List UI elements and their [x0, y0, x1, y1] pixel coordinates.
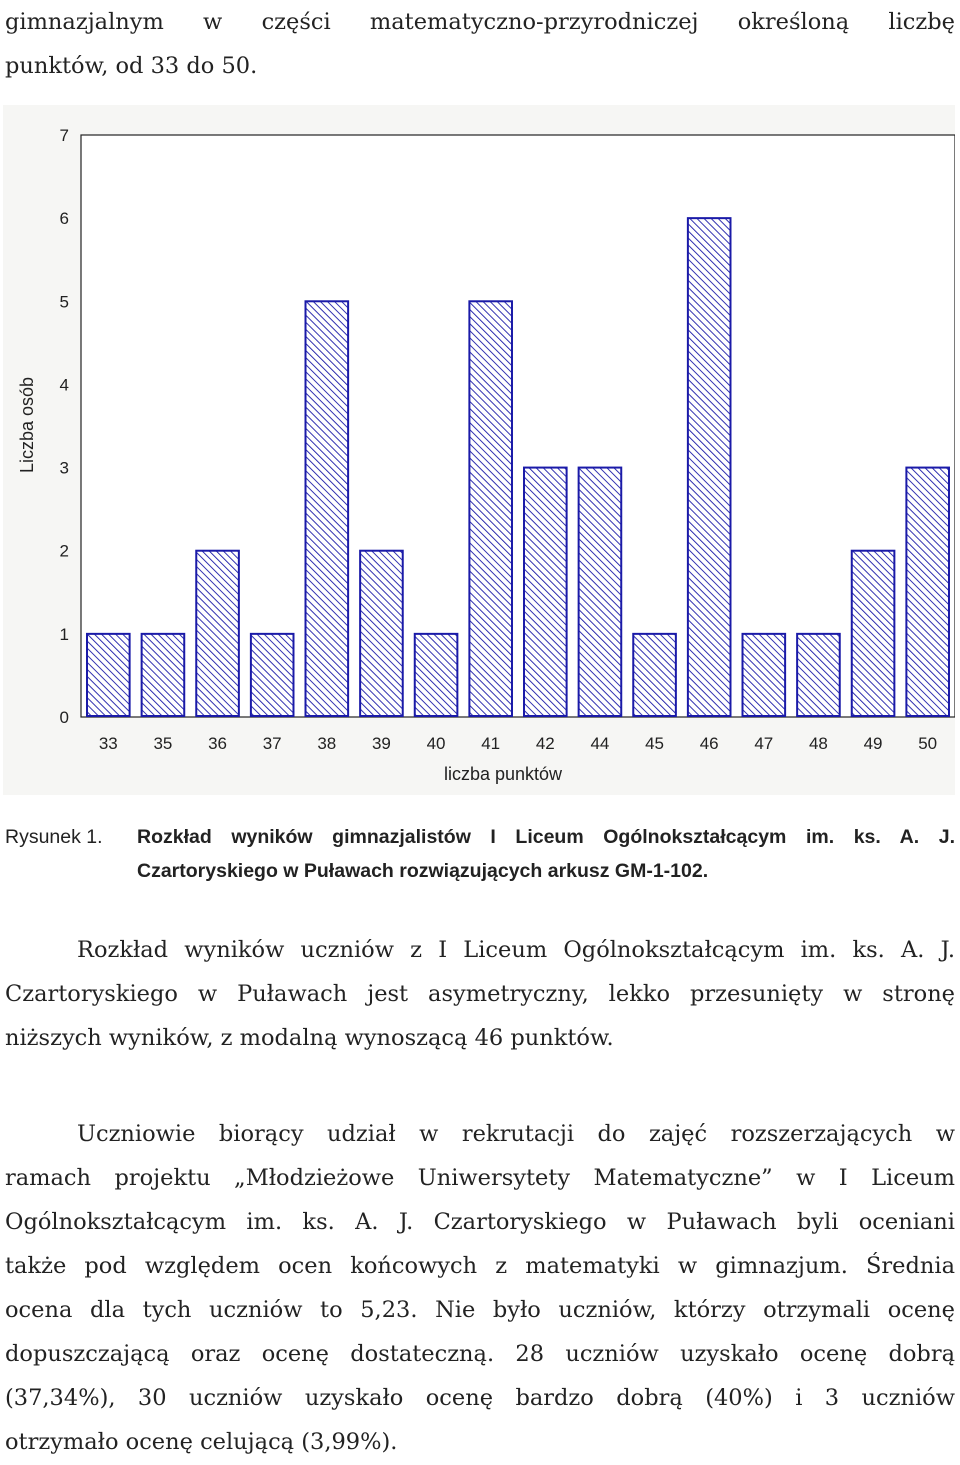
x-tick-label: 40 [427, 734, 446, 753]
paragraph-line: Ogólnokształcącym im. ks. A. J. Czartory… [5, 1209, 955, 1235]
bars-group [86, 217, 950, 718]
y-tick-label: 2 [60, 542, 69, 561]
x-tick-label: 36 [208, 734, 227, 753]
y-tick-label: 5 [60, 292, 69, 311]
x-tick-label: 49 [864, 734, 883, 753]
y-tick-label: 7 [60, 126, 69, 145]
paragraph-line: także pod względem ocen końcowych z mate… [5, 1253, 955, 1279]
caption-line: Czartoryskiego w Puławach rozwiązujących… [137, 860, 709, 882]
x-tick-label: 48 [809, 734, 828, 753]
y-axis: 0 1 2 3 4 5 6 7 [60, 126, 69, 727]
paragraph-line: otrzymało ocenę celującą (3,99%). [5, 1429, 398, 1455]
x-axis-label: liczba punktów [444, 764, 563, 784]
histogram-bar [905, 466, 950, 718]
histogram-bar [577, 466, 623, 718]
intro-text: gimnazjalnym w części matematyczno-przyr… [5, 0, 955, 88]
x-tick-label: 41 [481, 734, 500, 753]
x-axis: 33 35 36 37 38 39 40 41 42 44 45 46 47 48 49 50 [99, 734, 937, 753]
paragraph: Rozkład wyników uczniów z I Liceum Ogóln… [5, 928, 955, 1060]
caption-line: Rozkład wyników gimnazjalistów I Liceum … [137, 826, 955, 848]
paragraph-line: Rozkład wyników uczniów z I Liceum Ogóln… [77, 937, 955, 963]
histogram-bar [195, 549, 240, 718]
caption-text: Rozkład wyników gimnazjalistów I Liceum … [137, 820, 955, 888]
histogram-bar [632, 632, 677, 717]
x-tick-label: 50 [918, 734, 937, 753]
paragraph-line: dopuszczającą oraz ocenę dostateczną. 28… [5, 1341, 955, 1367]
x-tick-label: 46 [700, 734, 719, 753]
paragraph-line: ocena dla tych uczniów to 5,23. Nie było… [5, 1297, 955, 1323]
x-tick-label: 42 [536, 734, 555, 753]
y-tick-label: 4 [60, 375, 69, 394]
y-axis-label: Liczba osób [17, 377, 37, 473]
histogram-bar [304, 300, 350, 718]
paragraph-line: Czartoryskiego w Puławach jest asymetryc… [5, 981, 955, 1007]
caption-label: Rysunek 1. [5, 826, 103, 848]
x-tick-label: 47 [754, 734, 773, 753]
histogram-bar [86, 632, 131, 717]
x-tick-label: 33 [99, 734, 118, 753]
histogram-bar [741, 632, 787, 717]
paragraph-line: Uczniowie biorący udział w rekrutacji do… [77, 1121, 955, 1147]
intro-line: gimnazjalnym w części matematyczno-przyr… [5, 9, 955, 35]
x-tick-label: 45 [645, 734, 664, 753]
histogram-bar [249, 632, 295, 717]
histogram-bar [686, 217, 732, 718]
y-tick-label: 0 [60, 708, 69, 727]
histogram-bar [796, 632, 841, 717]
x-tick-label: 44 [590, 734, 609, 753]
histogram-bar [140, 632, 186, 717]
histogram-bar [413, 632, 459, 717]
x-tick-label: 38 [317, 734, 336, 753]
y-tick-label: 6 [60, 209, 69, 228]
x-tick-label: 37 [263, 734, 282, 753]
histogram-bar [468, 300, 513, 718]
y-tick-label: 1 [60, 625, 69, 644]
histogram-bar [523, 466, 568, 718]
intro-line: punktów, od 33 do 50. [5, 53, 258, 79]
paragraph-line: ramach projektu „Młodzieżowe Uniwersytet… [5, 1165, 955, 1191]
paragraph: Uczniowie biorący udział w rekrutacji do… [5, 1112, 955, 1464]
histogram-bar [359, 549, 404, 718]
x-tick-label: 35 [153, 734, 172, 753]
histogram-bar [850, 549, 896, 718]
paragraph-line: (37,34%), 30 uczniów uzyskało ocenę bard… [5, 1385, 955, 1411]
y-tick-label: 3 [60, 459, 69, 478]
paragraph-line: niższych wyników, z modalną wynoszącą 46… [5, 1025, 614, 1051]
x-tick-label: 39 [372, 734, 391, 753]
